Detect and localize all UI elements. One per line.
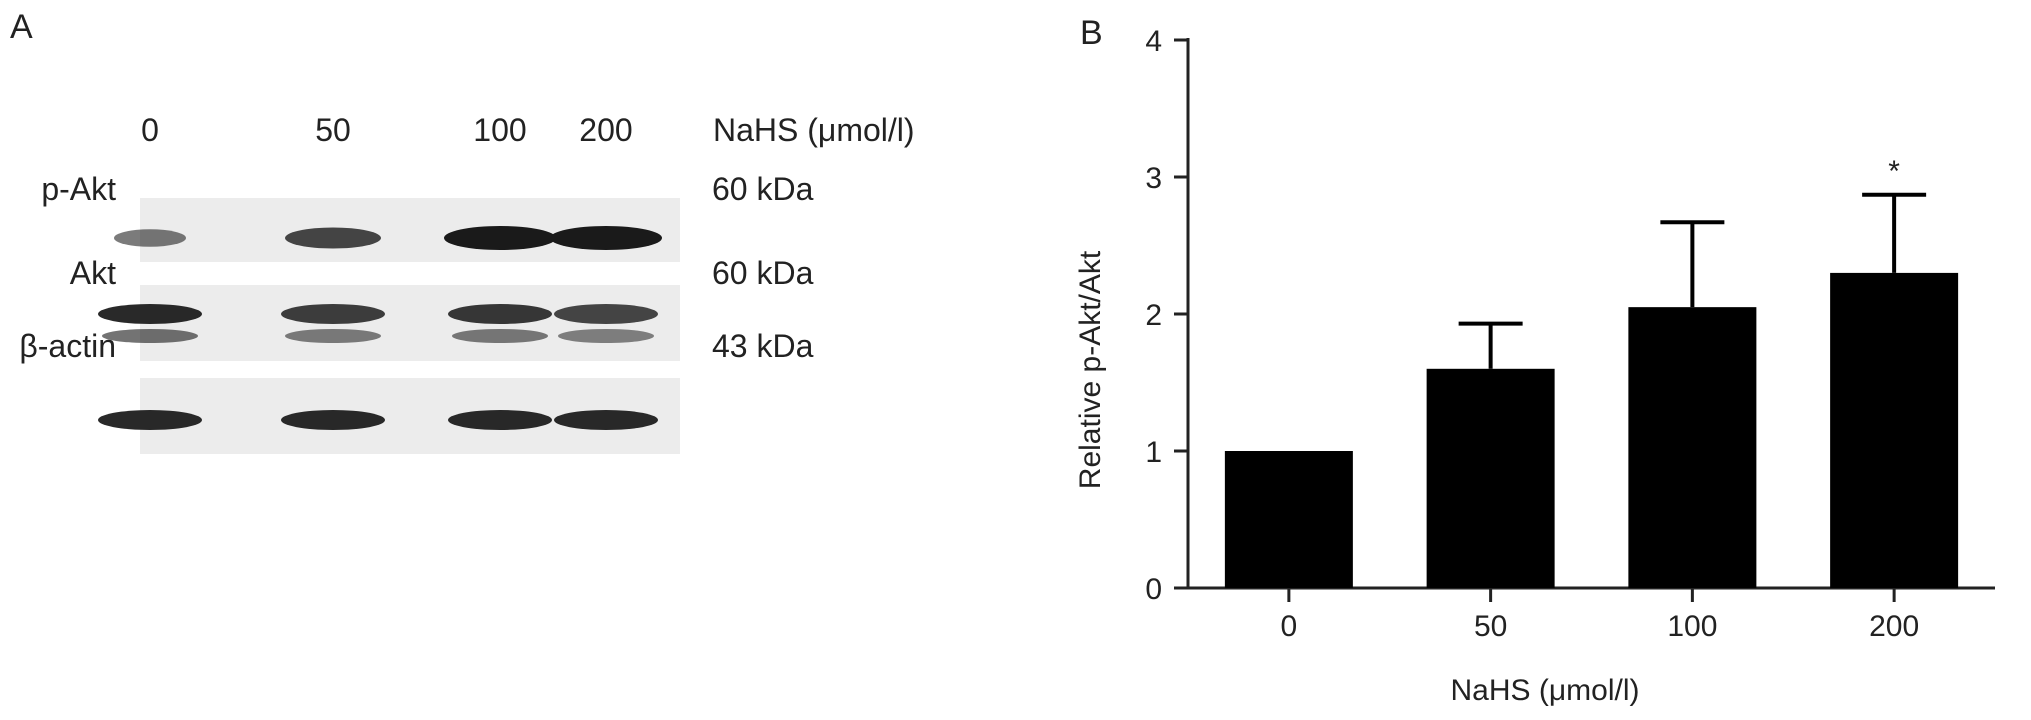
band-akt-lane-100 — [448, 304, 552, 324]
band-p-akt-lane-200 — [550, 226, 662, 250]
x-tick-label-0: 0 — [1281, 610, 1298, 643]
band-akt-lower-lane-0 — [102, 329, 198, 343]
kda-label-beta-actin: 43 kDa — [712, 328, 814, 364]
band-p-akt-lane-0 — [114, 229, 186, 247]
lane-label-0: 0 — [141, 112, 159, 148]
bar-0 — [1224, 451, 1353, 588]
band-akt-lane-200 — [554, 304, 658, 324]
band--actin-lane-50 — [281, 410, 385, 430]
band--actin-lane-100 — [448, 410, 552, 430]
panel-b-letter: B — [1080, 14, 1103, 52]
significance-marker-200: * — [1888, 155, 1900, 188]
x-tick-label-100: 100 — [1667, 610, 1717, 643]
kda-label-p-akt: 60 kDa — [712, 171, 814, 207]
lane-label-100: 100 — [473, 112, 527, 148]
row-label-akt: Akt — [69, 255, 116, 291]
bar-100 — [1628, 307, 1757, 588]
y-tick-label-0: 0 — [1145, 573, 1162, 606]
bars: * — [1224, 155, 1959, 588]
band-akt-lower-lane-100 — [452, 329, 548, 343]
blot-condition-label: NaHS (μmol/l) — [713, 112, 915, 148]
y-tick-label-2: 2 — [1145, 299, 1162, 332]
x-tick-label-200: 200 — [1869, 610, 1919, 643]
band-akt-lane-50 — [281, 304, 385, 324]
band-akt-lower-lane-50 — [285, 329, 381, 343]
lane-label-50: 50 — [315, 112, 351, 148]
band--actin-lane-200 — [554, 410, 658, 430]
bar-200 — [1830, 272, 1959, 588]
y-tick-label-3: 3 — [1145, 162, 1162, 195]
x-tick-label-50: 50 — [1474, 610, 1507, 643]
row-label-beta-actin: β-actin — [19, 328, 116, 364]
panel-a-letter: A — [10, 8, 33, 46]
y-tick-label-1: 1 — [1145, 436, 1162, 469]
row-label-p-akt: p-Akt — [41, 171, 116, 207]
lane-label-200: 200 — [579, 112, 633, 148]
band-akt-lane-0 — [98, 304, 202, 324]
band-akt-lower-lane-200 — [558, 329, 654, 343]
x-axis: 0 50 100 200 — [1188, 586, 1995, 643]
blot-bands — [98, 226, 662, 430]
band--actin-lane-0 — [98, 410, 202, 430]
y-axis: 0 1 2 3 4 — [1145, 25, 1190, 606]
x-axis-label: NaHS (μmol/l) — [1451, 674, 1640, 707]
kda-label-akt: 60 kDa — [712, 255, 814, 291]
y-tick-label-4: 4 — [1145, 25, 1162, 58]
band-p-akt-lane-100 — [444, 226, 556, 250]
band-p-akt-lane-50 — [285, 227, 381, 249]
y-axis-label: Relative p-Akt/Akt — [1074, 250, 1107, 489]
bar-50 — [1426, 368, 1555, 588]
